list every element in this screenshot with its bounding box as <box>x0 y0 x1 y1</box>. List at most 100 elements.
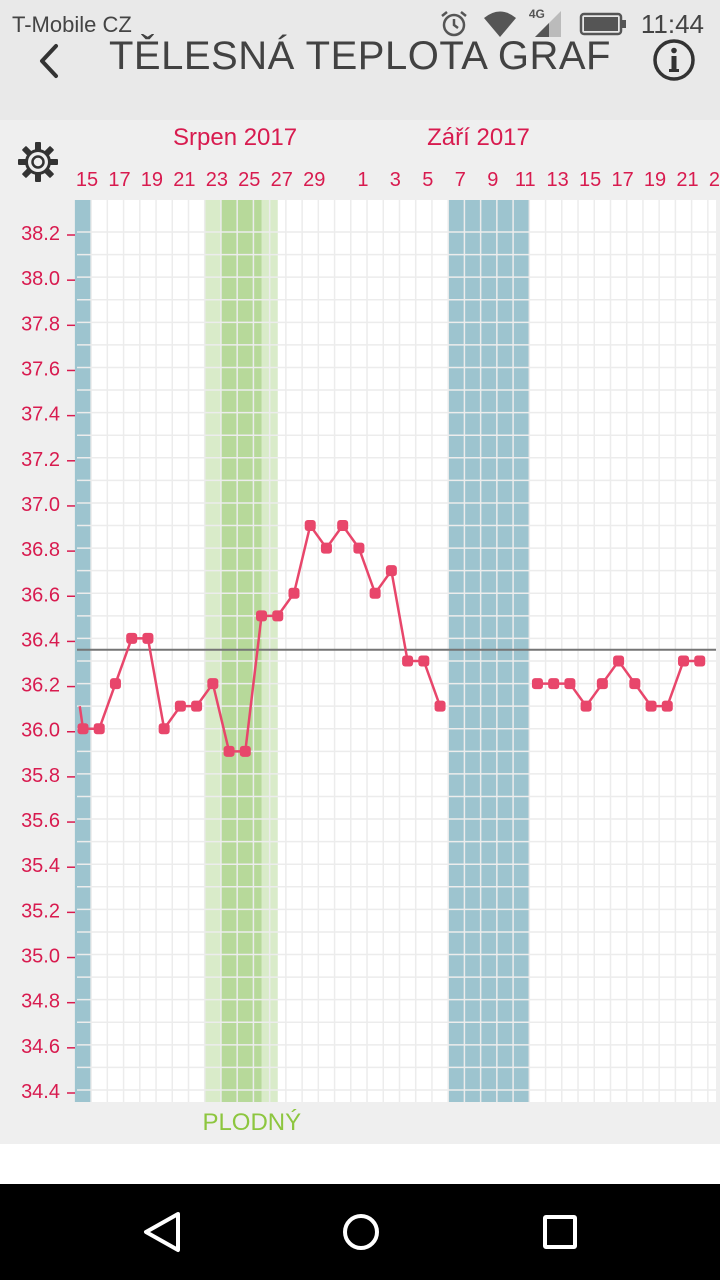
nav-back-button[interactable] <box>132 1202 192 1262</box>
temperature-point[interactable] <box>93 723 105 735</box>
page-title: TĚLESNÁ TEPLOTA GRAF <box>109 34 611 78</box>
y-tick-label: 35.2 <box>21 900 60 922</box>
square-recents-icon <box>543 1215 577 1249</box>
temperature-point[interactable] <box>548 678 560 690</box>
day-tick-label: 17 <box>611 169 633 191</box>
temperature-point[interactable] <box>369 587 381 599</box>
month-label: Září 2017 <box>427 124 530 151</box>
temperature-point[interactable] <box>580 700 592 712</box>
clock: 11:44 <box>640 8 704 39</box>
day-tick-label: 17 <box>108 169 130 191</box>
day-tick-label: 23 <box>206 169 228 191</box>
temperature-point[interactable] <box>613 655 625 667</box>
day-tick-label: 1 <box>357 169 368 191</box>
bottom-spacer <box>0 1144 720 1184</box>
circle-home-icon <box>343 1214 379 1250</box>
day-tick-label: 5 <box>422 169 433 191</box>
network-type: 4G <box>528 7 545 21</box>
temperature-point[interactable] <box>223 745 235 757</box>
fertile-peak-band <box>220 200 262 1102</box>
y-tick-label: 37.4 <box>21 404 60 426</box>
y-tick-label: 38.2 <box>21 223 60 245</box>
y-tick-label: 37.8 <box>21 313 60 335</box>
temperature-point[interactable] <box>256 610 268 622</box>
temperature-point[interactable] <box>320 542 332 554</box>
status-bar: T-Mobile CZ 4G 11:44 <box>0 0 720 48</box>
temperature-point[interactable] <box>385 565 397 577</box>
back-button[interactable] <box>30 38 70 84</box>
y-tick-label: 37.2 <box>21 449 60 471</box>
triangle-back-icon <box>144 1212 180 1252</box>
temperature-point[interactable] <box>191 700 203 712</box>
y-tick-label: 35.8 <box>21 765 60 787</box>
nav-recents-button[interactable] <box>530 1202 590 1262</box>
day-tick-label: 9 <box>487 169 498 191</box>
day-tick-label: 15 <box>579 169 601 191</box>
day-tick-label: 13 <box>547 169 569 191</box>
temperature-point[interactable] <box>629 678 641 690</box>
period-band <box>74 200 92 1102</box>
battery-icon <box>579 12 626 36</box>
temperature-point[interactable] <box>434 700 446 712</box>
y-tick-label: 38.0 <box>21 268 60 290</box>
temperature-point[interactable] <box>272 610 284 622</box>
info-icon <box>653 39 695 81</box>
status-icons: 4G 11:44 <box>439 6 704 42</box>
day-tick-label: 3 <box>390 169 401 191</box>
y-tick-label: 36.8 <box>21 539 60 561</box>
settings-button[interactable] <box>16 140 60 184</box>
temperature-point[interactable] <box>142 632 154 644</box>
temperature-point[interactable] <box>353 542 365 554</box>
day-tick-label: 25 <box>238 169 260 191</box>
temperature-point[interactable] <box>402 655 414 667</box>
y-tick-label: 35.4 <box>21 855 60 877</box>
signal-icon: 4G <box>528 7 565 39</box>
y-tick-label: 37.0 <box>21 494 60 516</box>
temperature-point[interactable] <box>239 745 251 757</box>
temperature-point[interactable] <box>288 587 300 599</box>
day-tick-label: 15 <box>76 169 98 191</box>
temperature-point[interactable] <box>207 678 219 690</box>
temperature-point[interactable] <box>678 655 690 667</box>
temperature-point[interactable] <box>661 700 673 712</box>
temperature-point[interactable] <box>337 520 349 532</box>
y-tick-label: 35.0 <box>21 946 60 968</box>
temperature-point[interactable] <box>531 678 543 690</box>
navigation-bar <box>0 1184 720 1280</box>
nav-home-button[interactable] <box>331 1202 391 1262</box>
day-tick-label: 29 <box>303 169 325 191</box>
temperature-point[interactable] <box>645 700 657 712</box>
alarm-icon <box>441 11 467 37</box>
temperature-point[interactable] <box>418 655 430 667</box>
temperature-point[interactable] <box>564 678 576 690</box>
date-header <box>0 120 720 200</box>
day-tick-label: 19 <box>644 169 666 191</box>
info-button[interactable] <box>652 38 696 82</box>
y-tick-label: 34.6 <box>21 1036 60 1058</box>
y-tick-label: 37.6 <box>21 358 60 380</box>
temperature-point[interactable] <box>77 723 89 735</box>
day-tick-label: 21 <box>173 169 195 191</box>
temperature-point[interactable] <box>694 655 706 667</box>
temperature-point[interactable] <box>174 700 186 712</box>
gear-icon <box>18 142 58 182</box>
day-tick-label: 11 <box>515 169 536 191</box>
day-tick-label: 23 <box>709 169 720 191</box>
plot-background <box>77 200 716 1102</box>
y-tick-label: 36.4 <box>21 629 60 651</box>
fertile-label: PLODNÝ <box>202 1109 301 1136</box>
y-tick-label: 36.6 <box>21 584 60 606</box>
y-tick-label: 36.0 <box>21 720 60 742</box>
y-tick-label: 34.4 <box>21 1081 60 1103</box>
temperature-point[interactable] <box>304 520 316 532</box>
temperature-point[interactable] <box>126 632 138 644</box>
temperature-point[interactable] <box>596 678 608 690</box>
chevron-left-icon <box>40 44 58 78</box>
y-tick-label: 34.8 <box>21 991 60 1013</box>
carrier-name: T-Mobile CZ <box>12 12 132 37</box>
temperature-chart[interactable]: 38.2 38.0 37.8 37.6 37.4 37.2 37.0 36.8 36.6 36.4… <box>0 120 720 1144</box>
day-tick-label: 19 <box>141 169 163 191</box>
temperature-point[interactable] <box>109 678 121 690</box>
y-tick-label: 36.2 <box>21 675 60 697</box>
temperature-point[interactable] <box>158 723 170 735</box>
